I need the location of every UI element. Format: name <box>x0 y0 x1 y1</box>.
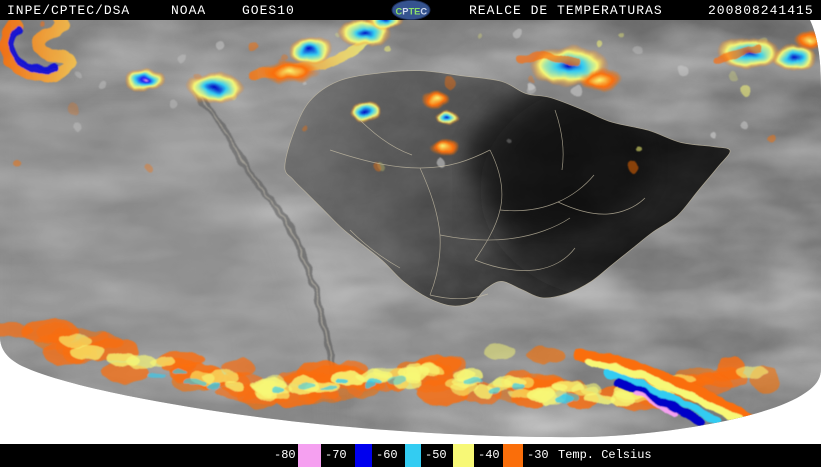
svg-text:CPTEC: CPTEC <box>396 6 428 16</box>
